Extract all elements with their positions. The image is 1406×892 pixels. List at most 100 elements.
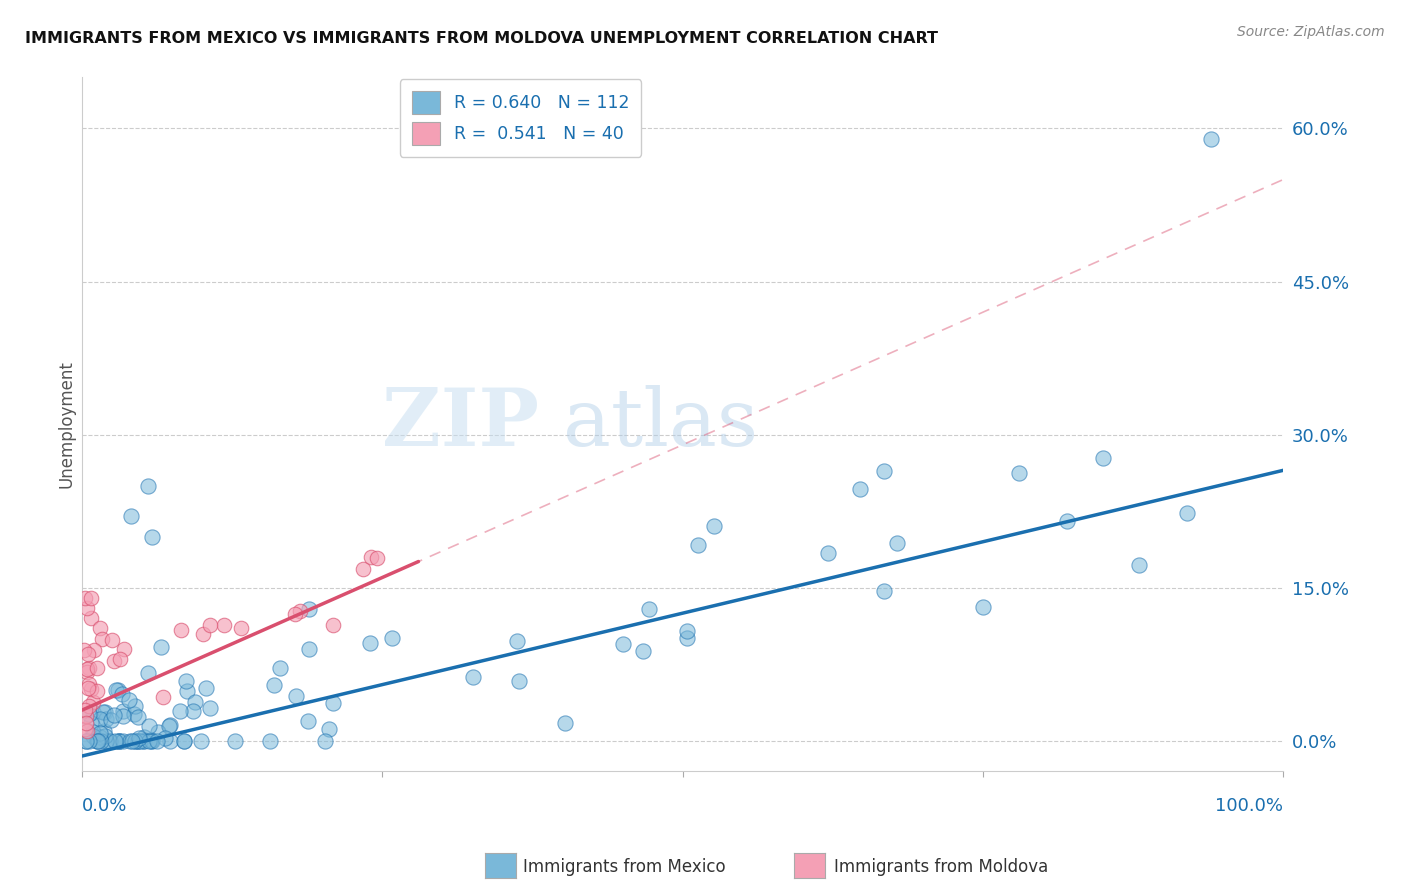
Immigrants from Mexico <box>75 733 97 747</box>
Text: Immigrants from Mexico: Immigrants from Mexico <box>523 858 725 876</box>
Immigrants from Mexico <box>120 733 142 747</box>
Immigrants from Mexico <box>149 640 172 654</box>
Immigrants from Mexico <box>132 730 155 744</box>
Y-axis label: Unemployment: Unemployment <box>58 360 75 488</box>
Immigrants from Moldova <box>90 632 112 646</box>
Immigrants from Mexico <box>90 733 112 747</box>
Immigrants from Mexico <box>169 704 191 718</box>
Immigrants from Mexico <box>89 726 111 740</box>
Immigrants from Moldova <box>352 562 374 576</box>
Immigrants from Mexico <box>159 718 181 732</box>
Immigrants from Mexico <box>138 478 160 492</box>
Immigrants from Mexico <box>98 733 121 747</box>
Immigrants from Moldova <box>212 617 235 632</box>
Immigrants from Mexico <box>107 683 129 698</box>
Immigrants from Mexico <box>703 519 725 533</box>
Immigrants from Mexico <box>75 733 97 747</box>
Immigrants from Mexico <box>675 632 697 646</box>
Immigrants from Moldova <box>80 591 103 605</box>
Immigrants from Moldova <box>200 618 222 632</box>
Immigrants from Mexico <box>121 733 143 747</box>
Immigrants from Mexico <box>141 530 163 544</box>
Immigrants from Mexico <box>128 731 150 746</box>
Immigrants from Mexico <box>886 536 908 550</box>
Immigrants from Mexico <box>128 733 150 747</box>
Immigrants from Moldova <box>77 681 100 696</box>
Immigrants from Mexico <box>174 674 197 689</box>
Immigrants from Mexico <box>183 704 205 718</box>
Immigrants from Mexico <box>94 729 117 743</box>
Immigrants from Mexico <box>120 509 142 524</box>
Immigrants from Moldova <box>76 665 98 679</box>
Immigrants from Mexico <box>124 698 146 713</box>
Immigrants from Mexico <box>89 712 111 726</box>
Immigrants from Moldova <box>80 611 103 625</box>
Immigrants from Mexico <box>686 538 709 552</box>
Immigrants from Mexico <box>873 584 896 599</box>
Immigrants from Mexico <box>127 733 149 747</box>
Immigrants from Mexico <box>184 695 207 709</box>
Immigrants from Moldova <box>76 662 98 676</box>
Text: Source: ZipAtlas.com: Source: ZipAtlas.com <box>1237 25 1385 39</box>
Immigrants from Mexico <box>1201 131 1223 145</box>
Immigrants from Mexico <box>103 708 125 723</box>
Immigrants from Mexico <box>817 546 839 560</box>
Immigrants from Moldova <box>76 724 98 739</box>
Immigrants from Mexico <box>849 482 872 496</box>
Immigrants from Mexico <box>118 693 141 707</box>
Immigrants from Mexico <box>298 602 321 616</box>
Immigrants from Moldova <box>77 661 100 675</box>
Immigrants from Moldova <box>229 621 252 635</box>
Immigrants from Mexico <box>111 733 134 747</box>
Immigrants from Moldova <box>170 624 193 638</box>
Immigrants from Mexico <box>107 733 129 747</box>
Immigrants from Mexico <box>676 624 699 639</box>
Text: atlas: atlas <box>562 385 758 463</box>
Immigrants from Mexico <box>259 733 281 747</box>
Text: 0.0%: 0.0% <box>82 797 128 814</box>
Immigrants from Mexico <box>98 733 121 747</box>
Immigrants from Moldova <box>152 690 174 704</box>
Immigrants from Mexico <box>461 670 484 684</box>
Immigrants from Mexico <box>173 733 195 747</box>
Text: IMMIGRANTS FROM MEXICO VS IMMIGRANTS FROM MOLDOVA UNEMPLOYMENT CORRELATION CHART: IMMIGRANTS FROM MEXICO VS IMMIGRANTS FRO… <box>25 31 938 46</box>
Immigrants from Mexico <box>176 684 198 698</box>
Immigrants from Moldova <box>76 601 98 615</box>
Immigrants from Moldova <box>284 607 307 621</box>
Immigrants from Mexico <box>146 733 169 747</box>
Immigrants from Mexico <box>314 733 336 747</box>
Immigrants from Mexico <box>322 696 344 710</box>
Immigrants from Mexico <box>1175 506 1198 520</box>
Immigrants from Mexico <box>77 707 100 722</box>
Immigrants from Moldova <box>80 682 103 697</box>
Immigrants from Mexico <box>100 713 122 727</box>
Immigrants from Moldova <box>112 641 135 656</box>
Immigrants from Moldova <box>108 652 131 666</box>
Immigrants from Mexico <box>82 724 104 739</box>
Immigrants from Mexico <box>82 705 104 719</box>
Immigrants from Mexico <box>631 643 654 657</box>
Immigrants from Mexico <box>77 733 100 747</box>
Immigrants from Moldova <box>191 627 214 641</box>
Text: Immigrants from Moldova: Immigrants from Moldova <box>834 858 1047 876</box>
Immigrants from Mexico <box>972 599 994 614</box>
Immigrants from Moldova <box>73 723 96 737</box>
Immigrants from Mexico <box>138 719 160 733</box>
Text: 100.0%: 100.0% <box>1215 797 1284 814</box>
Immigrants from Mexico <box>127 709 149 723</box>
Immigrants from Mexico <box>190 733 212 747</box>
Immigrants from Moldova <box>73 643 96 657</box>
Immigrants from Mexico <box>1092 450 1115 465</box>
Immigrants from Mexico <box>263 678 285 692</box>
Immigrants from Mexico <box>318 722 340 736</box>
Immigrants from Mexico <box>506 634 529 648</box>
Immigrants from Moldova <box>75 715 97 730</box>
Immigrants from Mexico <box>298 641 321 656</box>
Immigrants from Moldova <box>77 677 100 691</box>
Legend: R = 0.640   N = 112, R =  0.541   N = 40: R = 0.640 N = 112, R = 0.541 N = 40 <box>399 79 641 157</box>
Immigrants from Moldova <box>75 708 97 723</box>
Immigrants from Mexico <box>224 733 246 747</box>
Immigrants from Mexico <box>146 725 169 739</box>
Immigrants from Mexico <box>104 682 127 697</box>
Immigrants from Mexico <box>157 719 180 733</box>
